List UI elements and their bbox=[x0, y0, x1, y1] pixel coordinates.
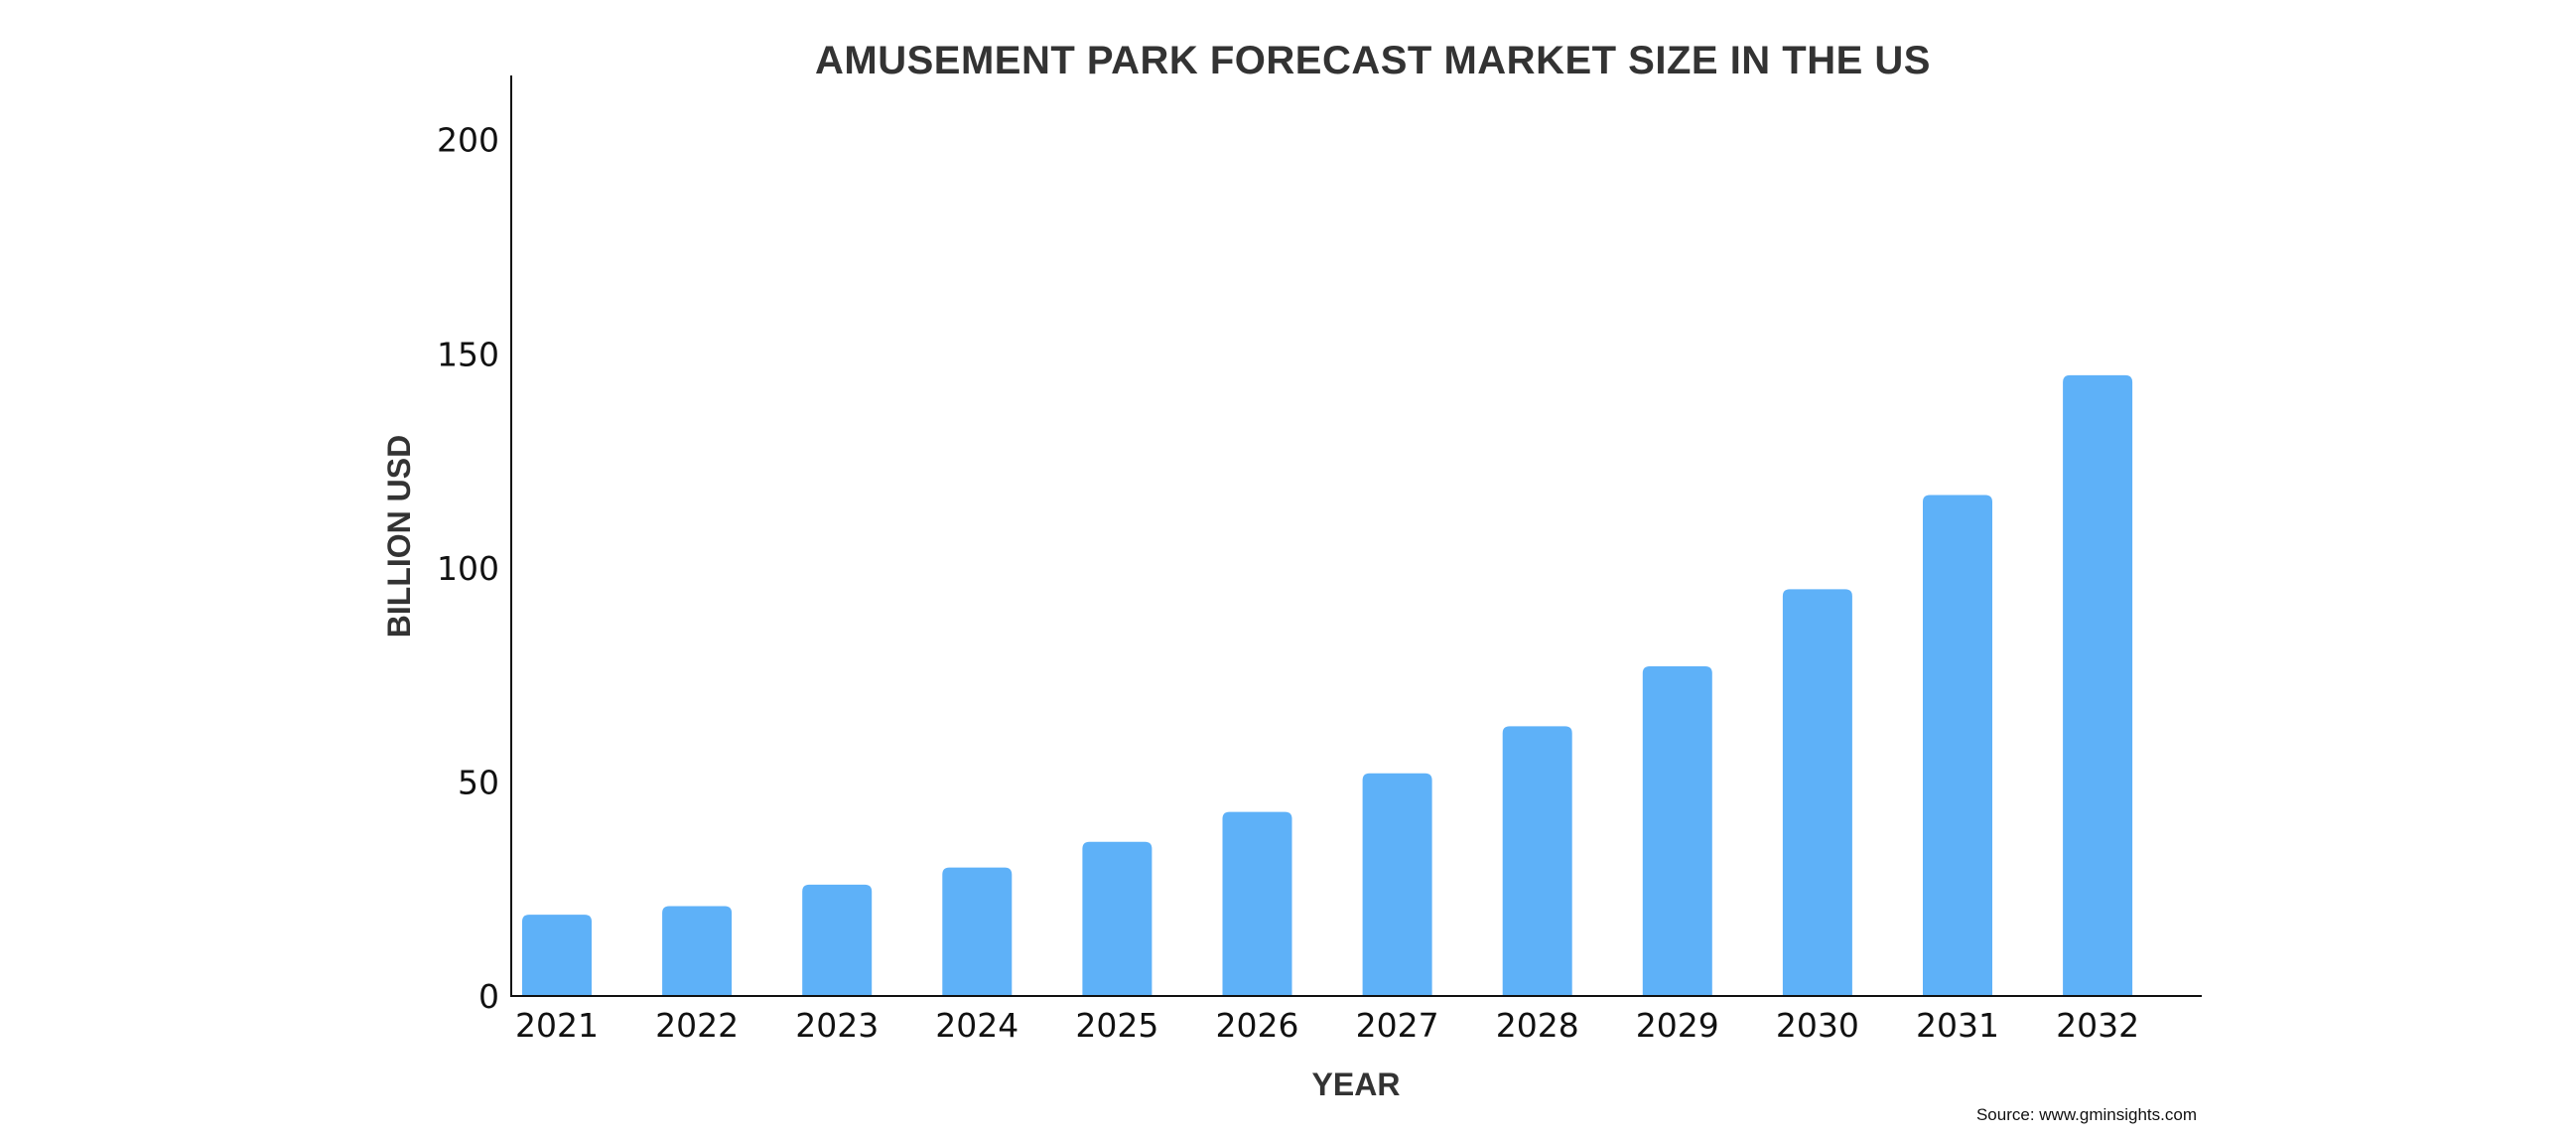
bar-2022 bbox=[662, 906, 733, 996]
x-tick-label: 2031 bbox=[1916, 1006, 1999, 1045]
x-tick-label: 2021 bbox=[515, 1006, 599, 1045]
x-axis-ticks: 2021 2022 2023 2024 2025 2026 2027 2028 2029 2030… bbox=[515, 1006, 2139, 1045]
y-axis-title: BILLION USD bbox=[381, 435, 417, 638]
x-tick-label: 2022 bbox=[655, 1006, 739, 1045]
x-tick-label: 2030 bbox=[1776, 1006, 1859, 1045]
x-tick-label: 2025 bbox=[1075, 1006, 1158, 1045]
y-tick-label: 150 bbox=[437, 335, 499, 373]
x-tick-label: 2026 bbox=[1216, 1006, 1299, 1045]
x-axis-title: YEAR bbox=[1312, 1067, 1401, 1102]
bar-2030 bbox=[1782, 589, 1852, 996]
bar-2024 bbox=[942, 867, 1013, 996]
chart-title: AMUSEMENT PARK FORECAST MARKET SIZE IN T… bbox=[815, 39, 1931, 82]
x-tick-label: 2027 bbox=[1356, 1006, 1439, 1045]
y-tick-label: 0 bbox=[478, 977, 499, 1016]
bar-2026 bbox=[1222, 811, 1292, 996]
bar-2025 bbox=[1082, 841, 1152, 996]
y-axis-ticks: 0 50 100 150 200 bbox=[437, 121, 499, 1016]
x-tick-label: 2029 bbox=[1636, 1006, 1719, 1045]
bar-2028 bbox=[1502, 726, 1572, 996]
y-tick-label: 200 bbox=[437, 121, 499, 160]
bar-2021 bbox=[522, 915, 592, 996]
y-tick-label: 50 bbox=[458, 763, 499, 801]
bar-2027 bbox=[1362, 773, 1432, 996]
x-tick-label: 2032 bbox=[2056, 1006, 2139, 1045]
x-tick-label: 2024 bbox=[935, 1006, 1018, 1045]
y-tick-label: 100 bbox=[437, 549, 499, 588]
bar-2031 bbox=[1923, 495, 1992, 996]
bar-2023 bbox=[802, 884, 873, 996]
bars-group bbox=[522, 374, 2133, 996]
source-note: Source: www.gminsights.com bbox=[1976, 1105, 2197, 1124]
bar-2029 bbox=[1642, 666, 1712, 996]
x-tick-label: 2028 bbox=[1496, 1006, 1579, 1045]
bar-2032 bbox=[2063, 374, 2133, 996]
x-tick-label: 2023 bbox=[795, 1006, 879, 1045]
